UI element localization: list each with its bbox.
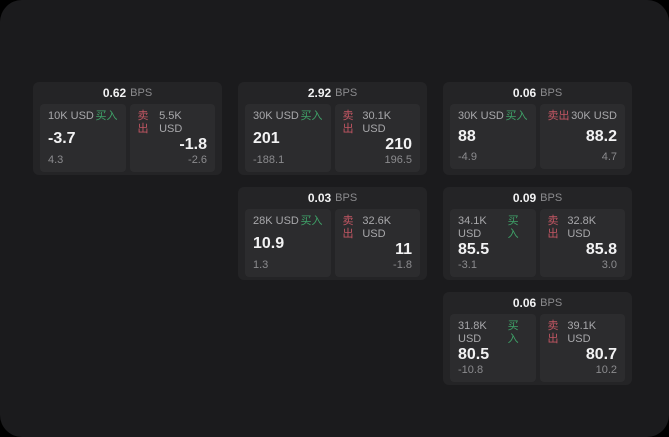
buy-change: 4.3 [48, 154, 64, 166]
sell-amount: 30K USD [571, 110, 617, 122]
quote-card: 0.09 BPS 34.1K USD 买入 85.5 -3.1 卖出 32.8K… [443, 187, 632, 280]
sell-panel[interactable]: 卖出 32.8K USD 85.8 3.0 [539, 209, 625, 277]
quote-card: 0.03 BPS 28K USD 买入 10.9 1.3 卖出 32.6K US… [238, 187, 427, 280]
sell-change: 4.7 [601, 151, 617, 163]
quote-panels: 30K USD 买入 201 -188.1 卖出 30.1K USD 210 1… [245, 104, 420, 172]
quote-card: 0.62 BPS 10K USD 买入 -3.7 4.3 卖出 5.5K USD [33, 82, 222, 175]
bps-value: 2.92 [307, 86, 332, 100]
card-header: 0.06 BPS [450, 292, 625, 314]
sell-side-label: 卖出 [342, 215, 354, 240]
card-header: 2.92 BPS [245, 82, 420, 104]
sell-side-label: 卖出 [547, 215, 559, 240]
sell-panel[interactable]: 卖出 30.1K USD 210 196.5 [334, 104, 420, 172]
buy-amount: 10K USD [48, 110, 94, 122]
buy-panel[interactable]: 34.1K USD 买入 85.5 -3.1 [450, 209, 536, 277]
buy-panel[interactable]: 30K USD 买入 201 -188.1 [245, 104, 331, 172]
buy-change: 1.3 [253, 259, 269, 271]
buy-price: 88 [458, 128, 476, 145]
sell-price: 85.8 [585, 241, 617, 258]
buy-amount: 28K USD [253, 215, 299, 227]
quote-panels: 10K USD 买入 -3.7 4.3 卖出 5.5K USD -1.8 -2.… [40, 104, 215, 172]
sell-price: 11 [395, 241, 412, 258]
buy-price: 85.5 [458, 241, 490, 258]
quote-panels: 30K USD 买入 88 -4.9 卖出 30K USD 88.2 4.7 [450, 104, 625, 169]
buy-side-label: 买入 [507, 215, 519, 240]
buy-change: -188.1 [253, 154, 285, 166]
buy-panel[interactable]: 31.8K USD 买入 80.5 -10.8 [450, 314, 536, 382]
sell-change: -1.8 [393, 259, 412, 271]
buy-side-label: 买入 [300, 110, 323, 122]
buy-amount: 30K USD [458, 110, 504, 122]
buy-amount: 34.1K USD [458, 215, 487, 240]
sell-amount: 5.5K USD [159, 110, 183, 135]
buy-side-label: 买入 [95, 110, 118, 122]
sell-change: -2.6 [188, 154, 207, 166]
sell-amount: 39.1K USD [567, 320, 597, 345]
sell-amount: 30.1K USD [362, 110, 392, 135]
quote-panels: 34.1K USD 买入 85.5 -3.1 卖出 32.8K USD 85.8… [450, 209, 625, 277]
quote-cards-grid: 0.62 BPS 10K USD 买入 -3.7 4.3 卖出 5.5K USD [33, 82, 632, 385]
bps-unit: BPS [540, 192, 563, 204]
sell-change: 3.0 [601, 259, 617, 271]
card-header: 0.03 BPS [245, 187, 420, 209]
quote-panels: 31.8K USD 买入 80.5 -10.8 卖出 39.1K USD 80.… [450, 314, 625, 382]
bps-unit: BPS [540, 87, 563, 99]
buy-change: -4.9 [458, 151, 477, 163]
sell-panel[interactable]: 卖出 5.5K USD -1.8 -2.6 [129, 104, 215, 172]
bps-unit: BPS [540, 297, 563, 309]
bps-value: 0.62 [102, 86, 127, 100]
sell-amount: 32.8K USD [567, 215, 597, 240]
sell-panel[interactable]: 卖出 39.1K USD 80.7 10.2 [539, 314, 625, 382]
sell-panel[interactable]: 卖出 30K USD 88.2 4.7 [539, 104, 625, 169]
buy-price: 201 [253, 129, 280, 147]
buy-panel[interactable]: 10K USD 买入 -3.7 4.3 [40, 104, 126, 172]
buy-change: -3.1 [458, 259, 477, 271]
sell-panel[interactable]: 卖出 32.6K USD 11 -1.8 [334, 209, 420, 277]
buy-price: -3.7 [48, 129, 76, 147]
sell-change: 196.5 [384, 154, 412, 166]
sell-price: 80.7 [585, 346, 617, 363]
bps-unit: BPS [335, 87, 358, 99]
bps-value: 0.09 [512, 191, 537, 205]
sell-side-label: 卖出 [342, 110, 354, 135]
buy-amount: 31.8K USD [458, 320, 487, 345]
quote-panels: 28K USD 买入 10.9 1.3 卖出 32.6K USD 11 -1.8 [245, 209, 420, 277]
sell-price: -1.8 [179, 136, 207, 153]
quote-card: 0.06 BPS 31.8K USD 买入 80.5 -10.8 卖出 39.1… [443, 292, 632, 385]
bps-value: 0.06 [512, 86, 537, 100]
quote-card: 2.92 BPS 30K USD 买入 201 -188.1 卖出 30.1K … [238, 82, 427, 175]
card-header: 0.06 BPS [450, 82, 625, 104]
buy-price: 10.9 [253, 234, 285, 252]
card-header: 0.09 BPS [450, 187, 625, 209]
sell-change: 10.2 [595, 364, 617, 376]
sell-side-label: 卖出 [547, 320, 559, 345]
buy-price: 80.5 [458, 346, 490, 363]
buy-change: -10.8 [458, 364, 484, 376]
buy-panel[interactable]: 30K USD 买入 88 -4.9 [450, 104, 536, 169]
card-header: 0.62 BPS [40, 82, 215, 104]
buy-side-label: 买入 [300, 215, 323, 227]
buy-panel[interactable]: 28K USD 买入 10.9 1.3 [245, 209, 331, 277]
bps-value: 0.03 [307, 191, 332, 205]
sell-amount: 32.6K USD [362, 215, 392, 240]
bps-unit: BPS [130, 87, 153, 99]
quote-card: 0.06 BPS 30K USD 买入 88 -4.9 卖出 30K USD [443, 82, 632, 175]
buy-side-label: 买入 [505, 110, 528, 122]
buy-side-label: 买入 [507, 320, 519, 345]
bps-unit: BPS [335, 192, 358, 204]
sell-side-label: 卖出 [137, 110, 149, 135]
sell-price: 210 [385, 136, 412, 153]
buy-amount: 30K USD [253, 110, 299, 122]
sell-price: 88.2 [585, 128, 617, 145]
bps-value: 0.06 [512, 296, 537, 310]
sell-side-label: 卖出 [547, 110, 570, 122]
